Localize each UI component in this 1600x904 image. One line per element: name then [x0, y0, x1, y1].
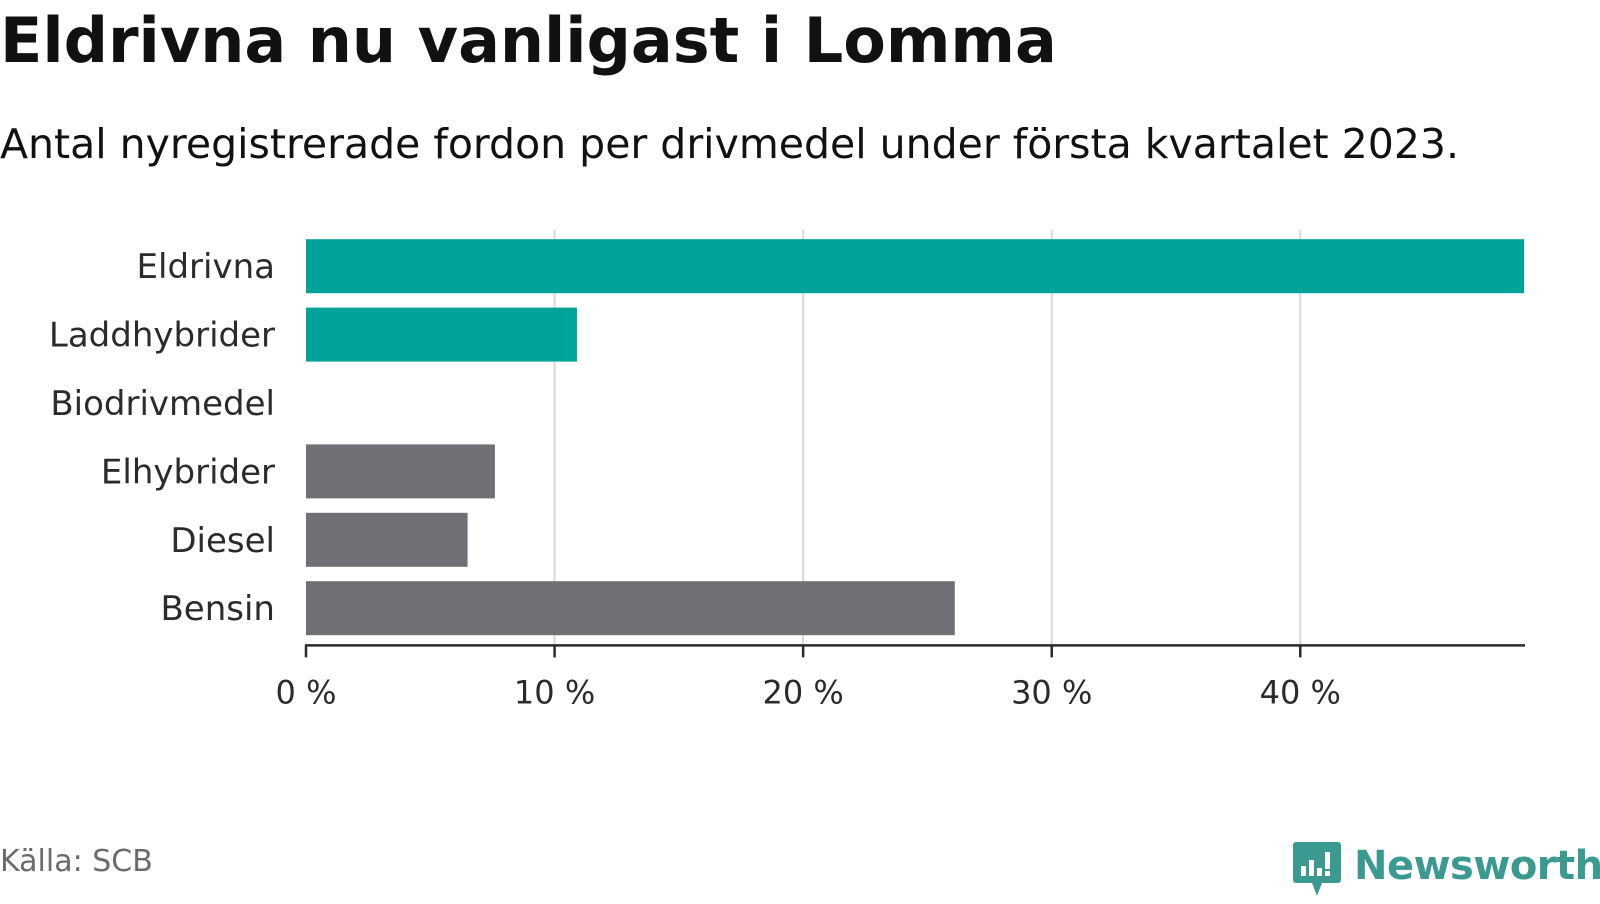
- bar-eldrivna: [306, 239, 1524, 294]
- x-tick-label-0: 0 %: [276, 673, 337, 711]
- category-label-bensin: Bensin: [160, 589, 275, 629]
- bar-laddhybrider: [306, 307, 577, 362]
- category-labels: Eldrivna Laddhybrider Biodrivmedel Elhybrid…: [49, 247, 275, 629]
- x-axis: 0 % 10 % 20 % 30 % 40 %: [276, 644, 1525, 711]
- category-label-elhybrider: Elhybrider: [101, 452, 275, 492]
- category-label-biodrivmedel: Biodrivmedel: [50, 384, 275, 424]
- x-tick-label-10: 10 %: [514, 673, 595, 711]
- bar-elhybrider: [306, 444, 495, 499]
- newsworthy-logo: Newsworthy: [1292, 840, 1600, 904]
- logo-text: Newsworthy: [1354, 843, 1600, 889]
- category-label-diesel: Diesel: [170, 521, 275, 561]
- chart-subtitle: Antal nyregistrerade fordon per drivmede…: [0, 120, 1460, 168]
- grid-lines: [553, 230, 1302, 646]
- chart-title: Eldrivna nu vanligast i Lomma: [0, 4, 1057, 77]
- source-note: Källa: SCB: [0, 844, 153, 879]
- bar-bensin: [306, 581, 955, 636]
- newsworthy-chart-icon: [1293, 842, 1341, 896]
- x-tick-label-30: 30 %: [1011, 673, 1092, 711]
- bars: [306, 239, 1524, 636]
- bar-chart: Eldrivna Laddhybrider Biodrivmedel Elhybrid…: [49, 230, 1525, 711]
- x-tick-label-20: 20 %: [762, 673, 843, 711]
- category-label-laddhybrider: Laddhybrider: [49, 316, 275, 356]
- x-tick-label-40: 40 %: [1260, 673, 1341, 711]
- bar-diesel: [306, 512, 468, 567]
- category-label-eldrivna: Eldrivna: [137, 247, 275, 287]
